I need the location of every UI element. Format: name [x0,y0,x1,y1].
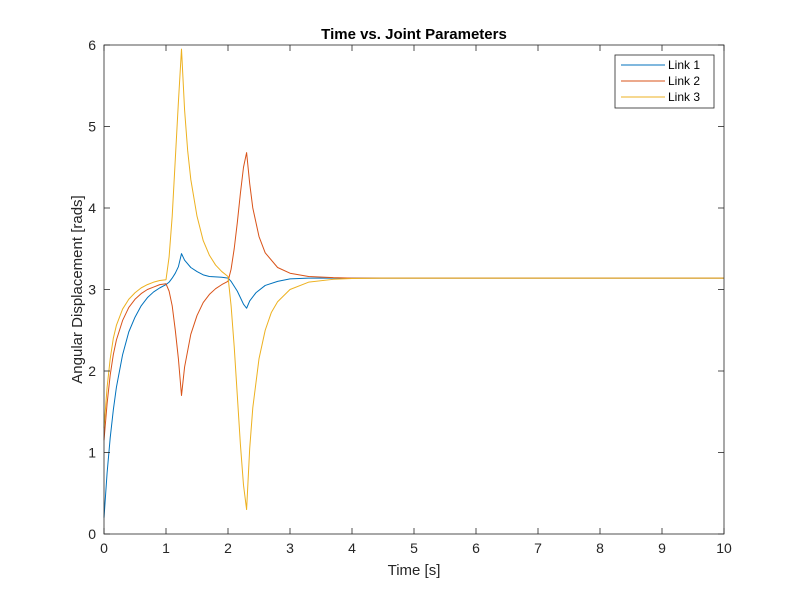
x-tick-label: 1 [162,540,170,556]
legend: Link 1 Link 2 Link 3 [614,54,715,109]
axis-ticks: 0 1 2 3 4 5 6 7 8 9 10 0 1 2 3 4 5 6 [88,37,732,556]
x-tick-label: 2 [224,540,232,556]
series-line-link-3 [103,48,724,511]
y-tick-label: 0 [88,526,96,542]
legend-label-link-1: Link 1 [668,58,700,72]
x-tick-label: 3 [286,540,294,556]
series-line-link-2 [103,152,724,441]
y-tick-label: 5 [88,119,96,135]
x-tick-label: 9 [658,540,666,556]
y-tick-label: 2 [88,363,96,379]
series-line-link-1 [103,253,724,518]
x-tick-label: 7 [534,540,542,556]
series-layer [103,48,724,518]
chart-title: Time vs. Joint Parameters [321,26,507,43]
y-tick-label: 4 [88,200,96,216]
y-tick-label: 1 [88,445,96,461]
legend-label-link-3: Link 3 [668,90,700,104]
x-axis-label: Time [s] [388,562,441,579]
y-tick-label: 6 [88,37,96,53]
legend-label-link-2: Link 2 [668,74,700,88]
y-axis-label: Angular Displacement [rads] [69,195,86,383]
x-tick-label: 4 [348,540,356,556]
plot-area [104,45,724,534]
x-tick-label: 6 [472,540,480,556]
y-tick-label: 3 [88,282,96,298]
x-tick-label: 8 [596,540,604,556]
x-tick-label: 5 [410,540,418,556]
x-tick-label: 10 [716,540,732,556]
x-tick-label: 0 [100,540,108,556]
